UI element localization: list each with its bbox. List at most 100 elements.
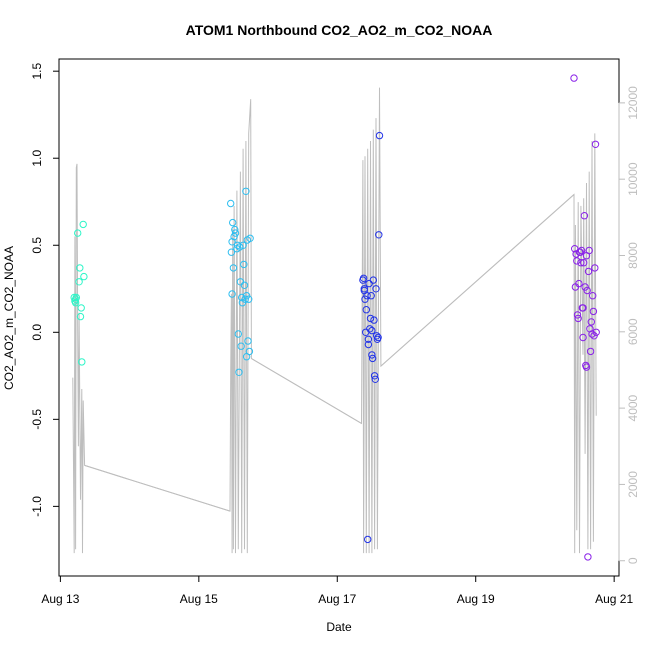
data-points	[70, 74, 600, 561]
data-point	[589, 307, 598, 316]
data-point	[375, 131, 384, 140]
data-point	[370, 316, 378, 324]
y2-tick-label: 4000	[626, 394, 640, 421]
x-tick-label: Aug 19	[457, 592, 495, 606]
data-point	[234, 330, 243, 338]
data-point	[571, 245, 579, 253]
data-point	[367, 292, 375, 300]
data-point	[574, 314, 582, 323]
data-point	[229, 218, 237, 227]
data-point	[227, 248, 236, 256]
data-point	[231, 229, 240, 237]
data-point	[80, 272, 88, 281]
altitude-transit-line	[251, 358, 362, 424]
data-point	[374, 333, 382, 342]
data-point	[371, 375, 379, 383]
data-point	[583, 286, 591, 295]
y-tick-label: 0.0	[30, 324, 44, 341]
data-point	[245, 295, 253, 303]
data-point	[76, 264, 84, 272]
data-point	[240, 260, 248, 269]
data-point	[573, 311, 582, 319]
chart-title: ATOM1 Northbound CO2_AO2_m_CO2_NOAA	[186, 22, 493, 38]
y2-tick-label: 12000	[626, 86, 640, 120]
altitude-profile	[72, 87, 597, 554]
data-point	[364, 335, 373, 343]
data-point	[77, 304, 85, 312]
data-point	[577, 259, 585, 267]
data-point	[366, 325, 374, 333]
y2-tick-label: 2000	[626, 471, 640, 498]
data-point	[573, 257, 581, 265]
y-tick-label: 0.5	[30, 237, 44, 254]
altitude-line	[72, 87, 597, 554]
x-tick-label: Aug 17	[318, 592, 356, 606]
data-point	[368, 326, 376, 335]
data-point	[582, 363, 591, 371]
data-point	[577, 246, 586, 255]
data-point	[589, 292, 597, 300]
data-point	[70, 293, 78, 302]
data-point	[368, 351, 376, 359]
data-point	[71, 299, 80, 307]
y2-tick-label: 0	[626, 557, 640, 564]
x-tick-label: Aug 13	[41, 592, 79, 606]
data-point	[75, 278, 83, 286]
data-point	[240, 281, 249, 289]
data-point	[239, 241, 247, 250]
data-point	[72, 293, 81, 302]
x-axis-label: Date	[326, 620, 352, 634]
data-point	[228, 290, 236, 298]
data-point	[570, 74, 578, 82]
y-axis-label: CO2_AO2_m_CO2_NOAA	[2, 246, 16, 390]
data-point	[373, 332, 381, 340]
data-point	[368, 354, 377, 363]
data-point	[79, 220, 87, 229]
data-point	[237, 342, 245, 350]
data-point	[582, 252, 591, 260]
data-point	[584, 553, 592, 561]
data-point	[246, 234, 254, 243]
x-tick-label: Aug 15	[180, 592, 218, 606]
data-point	[74, 229, 82, 237]
data-point	[235, 368, 243, 376]
y-tick-label: 1.0	[30, 150, 44, 167]
y2-tick-label: 8000	[626, 242, 640, 269]
data-point	[592, 328, 600, 336]
y-tick-label: -0.5	[30, 409, 44, 430]
data-point	[588, 330, 596, 338]
data-point	[587, 318, 595, 326]
x-tick-label: Aug 21	[595, 592, 633, 606]
data-point	[230, 232, 238, 241]
data-point	[584, 267, 593, 276]
data-point	[245, 347, 254, 356]
data-point	[372, 285, 380, 293]
data-point	[231, 225, 239, 234]
data-point	[591, 140, 600, 149]
altitude-transit-line	[84, 464, 231, 512]
y2-tick-label: 10000	[626, 162, 640, 196]
data-point	[362, 306, 370, 314]
data-point	[241, 295, 249, 303]
data-point	[366, 314, 375, 323]
data-point	[236, 243, 244, 251]
data-point	[229, 264, 238, 272]
altitude-transit-line	[380, 194, 575, 367]
secondary-y-axis: 12000 10000 8000 6000 4000 2000 0	[618, 86, 640, 564]
y-tick-label: -1.0	[30, 496, 44, 517]
data-point	[575, 279, 583, 288]
data-point	[233, 241, 242, 250]
data-point	[369, 276, 377, 284]
data-point	[364, 340, 373, 349]
data-point	[586, 347, 595, 356]
data-point	[576, 248, 584, 256]
x-axis: Aug 13 Aug 15 Aug 17 Aug 19 Aug 21	[41, 575, 633, 606]
data-point	[580, 259, 588, 267]
data-point	[242, 187, 250, 196]
y2-tick-label: 6000	[626, 318, 640, 345]
data-point	[238, 293, 246, 302]
plot-frame	[58, 58, 620, 577]
data-point	[370, 372, 379, 380]
data-point	[364, 535, 372, 544]
